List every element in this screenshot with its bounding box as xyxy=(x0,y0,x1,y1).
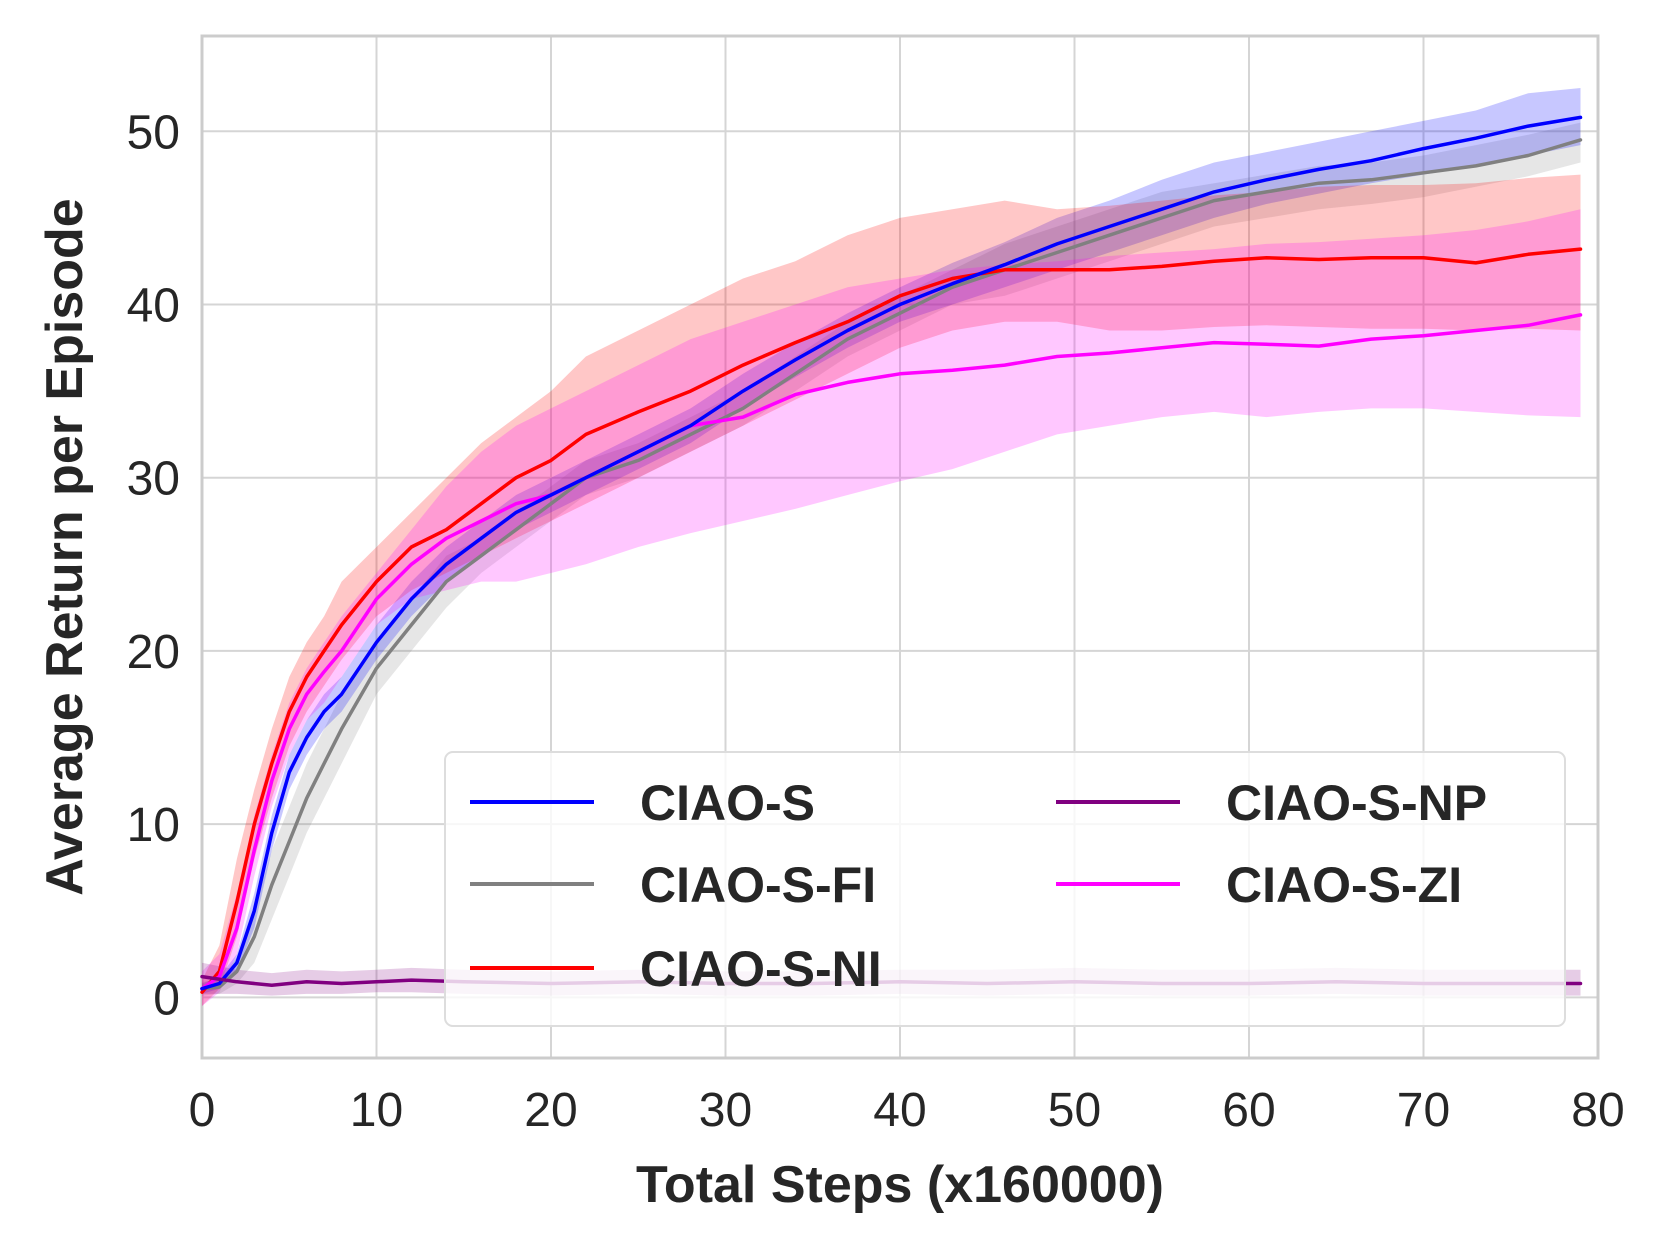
x-tick-label: 70 xyxy=(1397,1084,1450,1137)
x-tick-label: 60 xyxy=(1222,1084,1275,1137)
ciao-s-fi-line xyxy=(200,138,1583,991)
legend-label-ciao-s-np: CIAO-S-NP xyxy=(1226,775,1487,831)
y-axis-title: Average Return per Episode xyxy=(36,198,94,895)
ciao-s-line xyxy=(200,115,1583,991)
x-tick-label: 30 xyxy=(699,1084,752,1137)
x-tick-label: 40 xyxy=(873,1084,926,1137)
x-tick-label: 50 xyxy=(1048,1084,1101,1137)
ciao-s-zi-band xyxy=(202,209,1581,1006)
y-tick-label: 20 xyxy=(127,626,180,679)
legend: CIAO-S CIAO-S-FI CIAO-S-NI CIAO-S-NP CIAO-S-… xyxy=(444,751,1566,1027)
legend-label-ciao-s: CIAO-S xyxy=(640,775,815,831)
y-tick-label: 0 xyxy=(153,972,180,1025)
legend-label-ciao-s-zi: CIAO-S-ZI xyxy=(1226,857,1462,913)
x-tick-label: 20 xyxy=(524,1084,577,1137)
ciao-s-ni-band xyxy=(202,174,1581,1007)
tick-labels: 0 10 20 30 40 50 60 70 80 0 10 20 30 40 50 xyxy=(127,106,1625,1137)
legend-label-ciao-s-fi: CIAO-S-FI xyxy=(640,857,876,913)
x-tick-label: 80 xyxy=(1571,1084,1624,1137)
x-tick-label: 10 xyxy=(350,1084,403,1137)
legend-frame xyxy=(444,751,1566,1027)
y-tick-label: 30 xyxy=(127,453,180,506)
y-tick-label: 10 xyxy=(127,799,180,852)
y-tick-label: 50 xyxy=(127,106,180,159)
plot-area-frame xyxy=(200,34,1600,1060)
ciao-s-ni-line xyxy=(200,247,1583,994)
legend-label-ciao-s-ni: CIAO-S-NI xyxy=(640,941,882,997)
x-tick-label: 0 xyxy=(189,1084,216,1137)
y-tick-label: 40 xyxy=(127,279,180,332)
x-axis-title: Total Steps (x160000) xyxy=(636,1156,1164,1214)
